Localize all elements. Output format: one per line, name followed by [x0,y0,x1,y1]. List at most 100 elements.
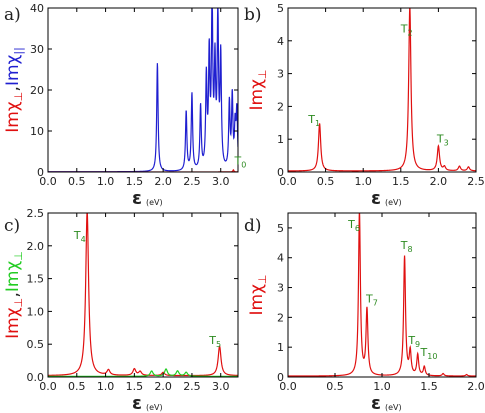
peak-annotation: T2 [400,23,413,38]
peak-annotation: T3 [436,132,449,147]
annotation-main: T [208,334,216,347]
panel-label: c) [4,216,20,236]
y-tick-label: 2.0 [27,240,45,253]
x-axis-unit: (eV) [146,403,163,412]
y-label-sub: ⊥ [12,92,25,102]
x-tick-label: 0.5 [68,175,86,188]
y-label-part: , [3,86,23,91]
y-label-part: Imχ [3,307,23,339]
y-label-sub: ⊥ [256,275,269,285]
annotation-sub: 6 [355,224,360,233]
annotation-sub: 4 [81,235,86,244]
y-label-part: Imχ [247,284,267,316]
x-tick-label: 1.5 [126,380,144,393]
y-tick-label: 5 [277,222,284,235]
peak-annotation: T8 [400,239,413,254]
y-axis-label: Imχ⊥ [247,275,269,316]
y-tick-label: 0 [37,166,44,179]
y-label-part: Imχ [3,101,23,133]
plot-frame [287,212,477,378]
y-tick-label: 1 [277,133,284,146]
annotation-main: T [73,229,81,242]
x-tick-label: 1.5 [392,175,410,188]
peak-annotation: T7 [365,292,378,307]
y-label-sub: ⊥ [12,251,25,261]
peak-annotation: T5 [208,334,221,349]
y-tick-label: 10 [30,125,44,138]
y-tick-label: 3 [277,68,284,81]
x-tick-label: 1.0 [354,175,372,188]
series-line-0 [288,8,476,172]
y-tick-label: 40 [30,2,44,15]
x-axis-label: ε [371,393,381,413]
y-label-part: Imχ [3,261,23,293]
x-tick-label: 2.0 [430,175,448,188]
x-tick-label: 3.0 [212,175,230,188]
x-tick-label: 0.0 [279,380,297,393]
x-axis-label: ε [132,188,142,209]
annotation-main: T [420,346,428,359]
x-axis-label: ε [132,393,142,413]
y-tick-label: 5 [277,2,284,15]
y-tick-label: 4 [277,35,284,48]
annotation-sub: 2 [408,29,413,38]
x-tick-label: 2.0 [154,175,172,188]
x-axis-unit: (eV) [385,198,402,207]
panel-c: 0.0 0.5 1.0 1.5 2.0 2.5 3.0 0.0 0.5 1.0 1.5 2.0 2.5 c… [3,207,239,413]
y-axis-label: Imχ⊥ ,Imχ⊥ [3,251,25,339]
series-line-0 [48,213,238,377]
panel-label: d) [244,216,262,236]
peak-annotation: T1 [307,113,320,128]
x-tick-label: 1.5 [420,380,438,393]
x-axis-unit: (eV) [146,198,163,207]
panel-label: a) [4,5,21,25]
y-axis-label: Imχ⊥ ,Imχ|| [3,47,25,133]
x-tick-label: 0.0 [39,380,57,393]
x-tick-label: 2.5 [467,175,485,188]
annotation-sub: 8 [408,245,413,254]
y-tick-label: 30 [30,43,44,56]
annotation-sub: 9 [415,340,420,349]
x-tick-label: 2.5 [183,380,201,393]
y-tick-label: 4 [277,252,284,265]
annotation-main: T [347,218,355,231]
peak-annotation: T10 [420,346,438,361]
x-tick-label: 0.5 [317,175,335,188]
series-line-0 [48,8,238,172]
y-tick-label: 0.0 [27,371,45,384]
x-tick-label: 2.5 [183,175,201,188]
peak-annotation: T0 [234,155,247,170]
x-tick-label: 2.0 [154,380,172,393]
x-tick-label: 1.5 [126,175,144,188]
x-tick-label: 0.5 [68,380,86,393]
annotation-main: T [400,23,408,36]
plot-frame [47,7,239,173]
y-label-sub: ⊥ [12,298,25,308]
y-tick-label: 2 [277,100,284,113]
annotation-main: T [234,155,242,168]
x-tick-label: 0.0 [279,175,297,188]
y-label-sub: ⊥ [256,70,269,80]
series-line-1 [48,368,238,377]
peak-annotation: T4 [73,229,86,244]
annotation-sub: 10 [427,352,437,361]
y-tick-label: 1 [277,341,284,354]
y-label-part: Imχ [3,54,23,86]
x-tick-label: 1.0 [97,380,115,393]
annotation-main: T [400,239,408,252]
x-tick-label: 1.0 [373,380,391,393]
plot-frame [47,212,239,378]
x-tick-label: 0.0 [39,175,57,188]
x-axis-label: ε [371,188,381,209]
annotation-main: T [436,132,444,145]
y-tick-label: 1.0 [27,305,45,318]
plot-frame [287,7,477,173]
y-axis-label: Imχ⊥ [247,70,269,111]
x-axis-unit: (eV) [385,403,402,412]
y-label-sub: || [12,47,25,54]
series-line-0 [288,213,476,377]
peak-annotation: T6 [347,218,360,233]
